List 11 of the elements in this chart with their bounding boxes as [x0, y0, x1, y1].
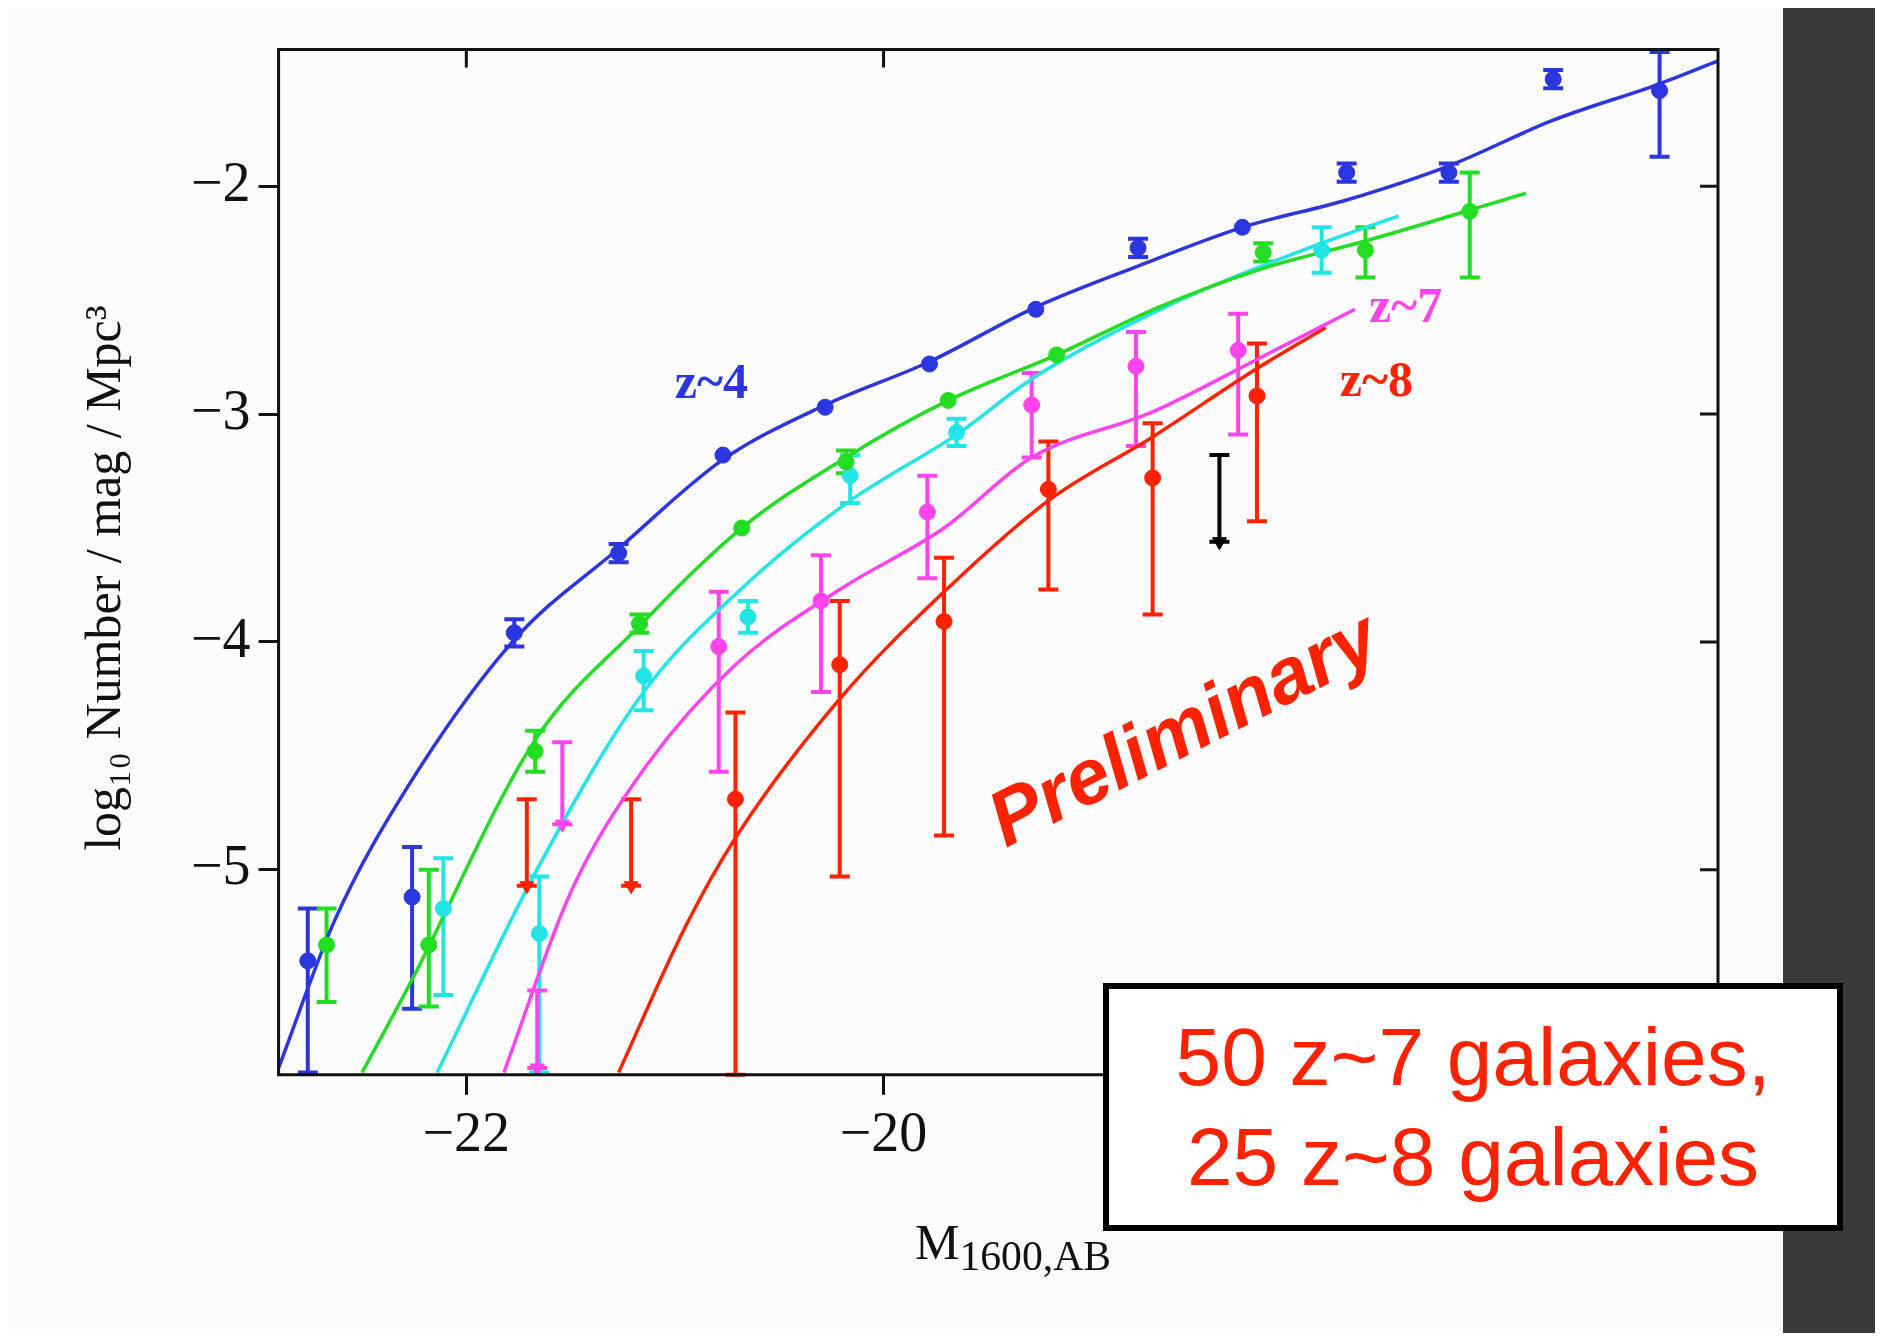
series-label: z~8	[1339, 351, 1414, 408]
y-axis-title: log₁₀ Number / mag / Mpc³	[74, 305, 132, 851]
y-tick-label: −3	[190, 378, 251, 441]
series-label: z~7	[1369, 277, 1443, 334]
x-tick-label: −20	[839, 1101, 928, 1164]
series-label: z~4	[674, 352, 748, 409]
y-tick-label: −4	[190, 606, 251, 669]
y-tick-label: −2	[190, 151, 251, 213]
y-tick-label: −5	[190, 834, 251, 897]
x-tick-label: −22	[422, 1101, 511, 1164]
annotation: 50 z~7 galaxies, 25 z~8 galaxies	[1103, 983, 1843, 1231]
